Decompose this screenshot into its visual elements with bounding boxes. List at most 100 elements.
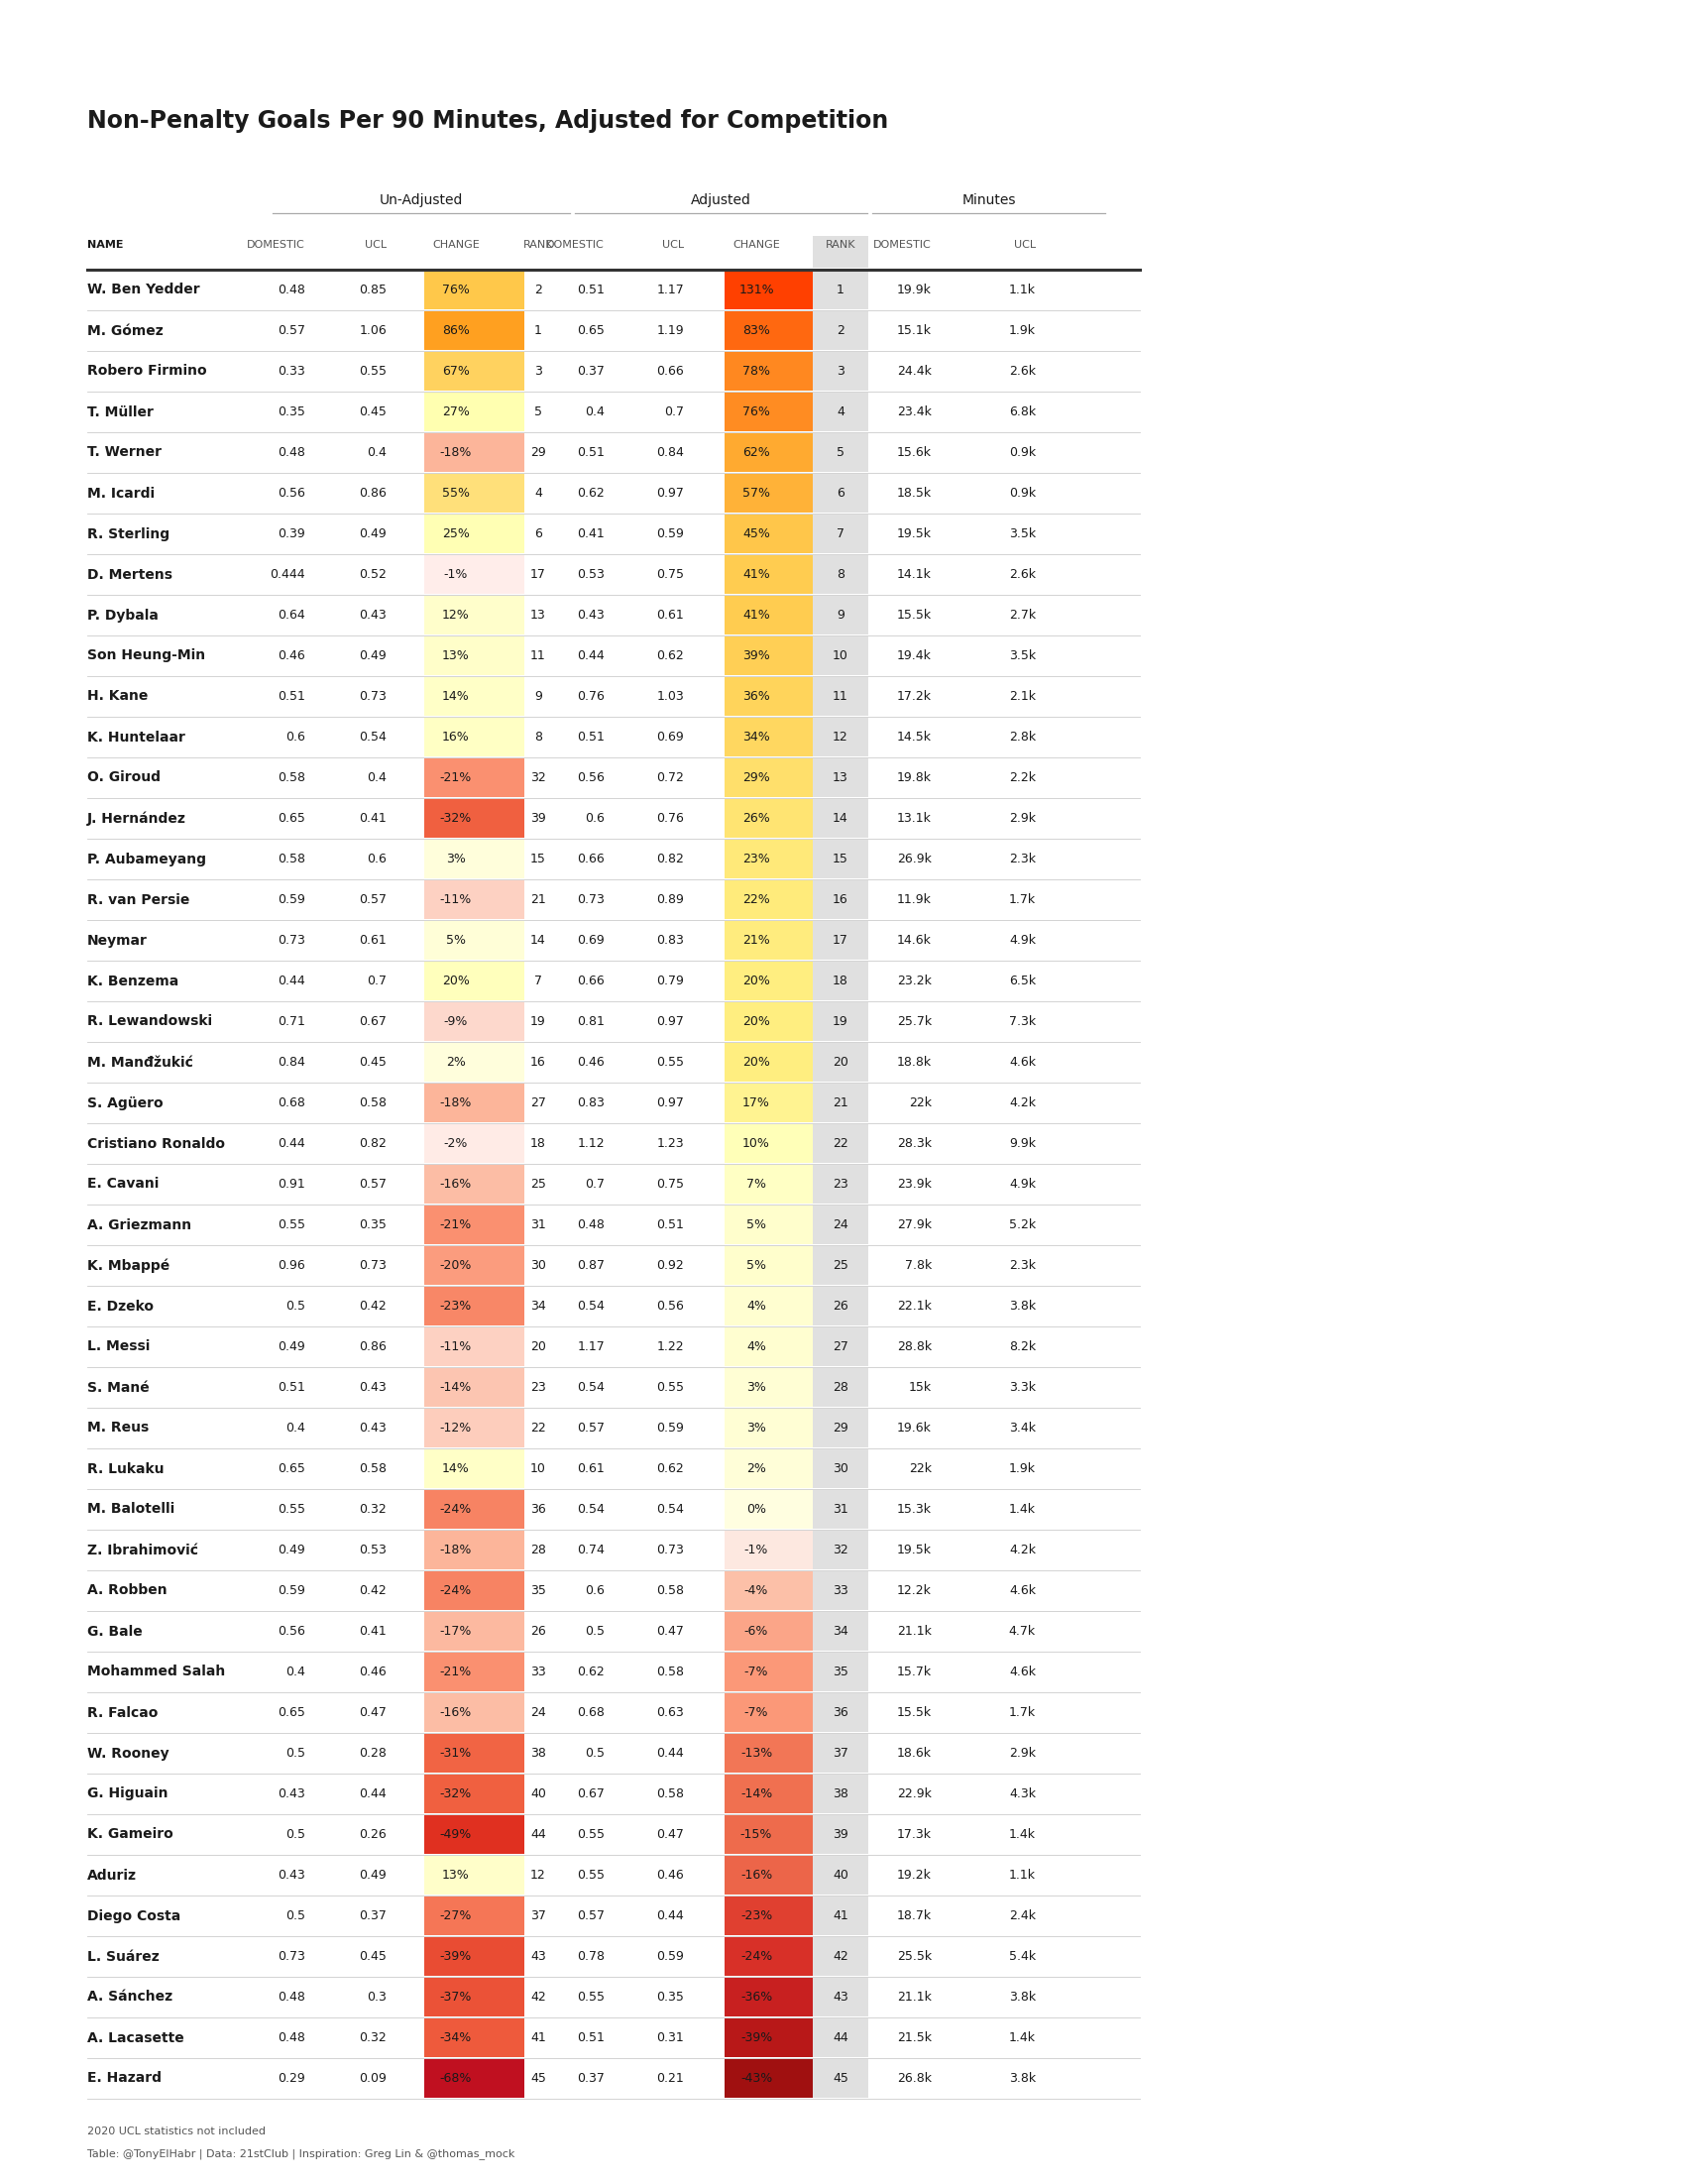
Text: UCL: UCL (1014, 240, 1036, 249)
Text: 0.09: 0.09 (360, 2073, 387, 2086)
Text: 0.66: 0.66 (657, 365, 684, 378)
Text: 19.5k: 19.5k (896, 1544, 932, 1557)
Text: 6: 6 (837, 487, 844, 500)
Text: 0.43: 0.43 (360, 1380, 387, 1393)
Text: 6.8k: 6.8k (1009, 406, 1036, 419)
Text: L. Suárez: L. Suárez (88, 1950, 159, 1963)
Bar (424, 1570, 525, 1610)
Text: 0.48: 0.48 (277, 2031, 306, 2044)
Text: Adjusted: Adjusted (690, 194, 751, 207)
Text: O. Giroud: O. Giroud (88, 771, 160, 784)
Bar (724, 636, 827, 675)
Text: Cristiano Ronaldo: Cristiano Ronaldo (88, 1136, 225, 1151)
Text: 7.8k: 7.8k (905, 1258, 932, 1271)
Text: 30: 30 (530, 1258, 547, 1271)
Text: 4.6k: 4.6k (1009, 1666, 1036, 1677)
Bar (724, 393, 827, 430)
Bar (724, 1083, 827, 1123)
Text: 3%: 3% (446, 852, 466, 865)
Text: 0.54: 0.54 (577, 1380, 604, 1393)
Text: 38: 38 (530, 1747, 547, 1760)
Text: 0.47: 0.47 (657, 1625, 684, 1638)
Bar (724, 1896, 827, 1935)
Text: -24%: -24% (441, 1583, 473, 1597)
Text: 41: 41 (530, 2031, 545, 2044)
Text: E. Hazard: E. Hazard (88, 2070, 162, 2086)
Text: 37: 37 (832, 1747, 849, 1760)
Text: 76%: 76% (743, 406, 770, 419)
Bar (814, 555, 868, 594)
Text: 2.6k: 2.6k (1009, 365, 1036, 378)
Text: 2.3k: 2.3k (1009, 852, 1036, 865)
Text: 26: 26 (530, 1625, 545, 1638)
Text: G. Bale: G. Bale (88, 1625, 142, 1638)
Text: -49%: -49% (441, 1828, 473, 1841)
Text: 0.84: 0.84 (657, 446, 684, 459)
Text: 33: 33 (832, 1583, 849, 1597)
Text: 0.57: 0.57 (277, 323, 306, 336)
Text: 17: 17 (832, 935, 849, 946)
Text: 0.48: 0.48 (277, 284, 306, 297)
Bar (424, 1044, 525, 1081)
Text: -34%: -34% (441, 2031, 473, 2044)
Text: 14.5k: 14.5k (896, 732, 932, 743)
Text: 26%: 26% (743, 812, 770, 826)
Text: 83%: 83% (743, 323, 770, 336)
Text: 0.84: 0.84 (277, 1055, 306, 1068)
Bar (724, 1856, 827, 1894)
Text: -7%: -7% (744, 1706, 768, 1719)
Text: 13: 13 (530, 609, 545, 622)
Text: 14%: 14% (442, 1463, 469, 1474)
Text: Robero Firmino: Robero Firmino (88, 365, 208, 378)
Text: 44: 44 (832, 2031, 849, 2044)
Text: 0.44: 0.44 (279, 1138, 306, 1151)
Text: -39%: -39% (741, 2031, 773, 2044)
Text: 42: 42 (832, 1950, 849, 1963)
Text: 24.4k: 24.4k (896, 365, 932, 378)
Text: 22%: 22% (743, 893, 770, 906)
Text: 0.59: 0.59 (657, 1950, 684, 1963)
Text: -1%: -1% (744, 1544, 768, 1557)
Text: 26: 26 (832, 1299, 849, 1313)
Text: 7.3k: 7.3k (1009, 1016, 1036, 1029)
Text: 0.56: 0.56 (577, 771, 604, 784)
Text: 0.52: 0.52 (360, 568, 387, 581)
Text: 0.55: 0.55 (657, 1380, 684, 1393)
Text: 0.35: 0.35 (277, 406, 306, 419)
Text: 31: 31 (530, 1219, 545, 1232)
Text: 0.82: 0.82 (657, 852, 684, 865)
Text: 3.8k: 3.8k (1009, 2073, 1036, 2086)
Bar (724, 352, 827, 391)
Text: 0.85: 0.85 (360, 284, 387, 297)
Bar (424, 432, 525, 472)
Text: 0.89: 0.89 (657, 893, 684, 906)
Text: 1.4k: 1.4k (1009, 1828, 1036, 1841)
Text: E. Dzeko: E. Dzeko (88, 1299, 154, 1313)
Text: 0.29: 0.29 (279, 2073, 306, 2086)
Text: A. Sánchez: A. Sánchez (88, 1990, 172, 2005)
Text: 0.44: 0.44 (279, 974, 306, 987)
Text: 0.4: 0.4 (285, 1422, 306, 1435)
Bar (814, 961, 868, 1000)
Text: 16: 16 (832, 893, 849, 906)
Text: S. Agüero: S. Agüero (88, 1096, 164, 1109)
Text: -12%: -12% (441, 1422, 473, 1435)
Bar (814, 515, 868, 553)
Text: 0.58: 0.58 (360, 1463, 387, 1474)
Text: 3.8k: 3.8k (1009, 1990, 1036, 2003)
Text: 0.61: 0.61 (360, 935, 387, 946)
Text: 0%: 0% (746, 1503, 766, 1516)
Bar (724, 515, 827, 553)
Text: 0.73: 0.73 (577, 893, 604, 906)
Text: 14%: 14% (442, 690, 469, 703)
Bar (814, 636, 868, 675)
Text: 27: 27 (832, 1341, 849, 1354)
Bar (424, 1409, 525, 1448)
Text: 16%: 16% (442, 732, 469, 743)
Text: 0.69: 0.69 (577, 935, 604, 946)
Text: 0.65: 0.65 (277, 812, 306, 826)
Text: 0.45: 0.45 (360, 406, 387, 419)
Text: 0.58: 0.58 (657, 1666, 684, 1677)
Text: 10: 10 (530, 1463, 547, 1474)
Bar (724, 474, 827, 513)
